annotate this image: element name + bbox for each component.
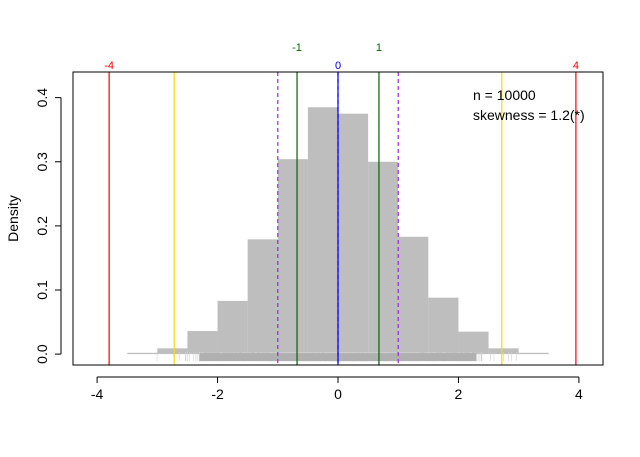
histogram-bar-4: [247, 239, 278, 355]
plot-frame: [72, 71, 604, 366]
histogram-bar-12: [488, 348, 519, 355]
reference-line-label: 4: [573, 60, 579, 72]
histogram-bar-5: [277, 159, 308, 355]
histogram-bar-0: [127, 352, 158, 355]
reference-lines: [108, 72, 577, 365]
x-tick-label: 0: [334, 386, 342, 402]
histogram-bar-1: [157, 348, 188, 355]
x-tick-label: -4: [91, 386, 104, 402]
annotation-text: skewness = 1.2(*): [473, 107, 585, 123]
reference-line-label: -4: [104, 60, 114, 72]
histogram-bar-6: [307, 107, 338, 355]
x-tick-label: 4: [575, 386, 583, 402]
rug-plot: [156, 352, 517, 362]
x-tick-label: -2: [211, 386, 224, 402]
stats-annotations: n = 10000 skewness = 1.2(*): [473, 87, 585, 123]
y-tick-label: 0.1: [34, 280, 50, 300]
histogram-bar-13: [518, 352, 549, 355]
reference-line-label: -1: [292, 42, 302, 54]
y-tick-label: 0.4: [34, 88, 50, 108]
reference-line-labels: -4 4 -1 1 0: [104, 42, 579, 72]
histogram-bar-8: [368, 161, 399, 355]
histogram-bar-2: [187, 331, 218, 355]
histogram-bar-3: [217, 300, 248, 355]
x-tick-label: 2: [455, 386, 463, 402]
y-tick-label: 0.3: [34, 152, 50, 172]
reference-line-label: 0: [335, 60, 341, 72]
histogram-bar-7: [338, 113, 369, 355]
annotation-text: n = 10000: [473, 87, 536, 103]
y-tick-label: 0.2: [34, 216, 50, 236]
y-axis: 0.0 0.1 0.2 0.3 0.4: [34, 88, 62, 364]
reference-line-label: 1: [376, 42, 382, 54]
y-tick-label: 0.0: [34, 344, 50, 364]
x-axis: -4 -2 0 2 4: [91, 376, 583, 402]
histogram-bar-9: [398, 236, 429, 355]
y-axis-label: Density: [5, 195, 21, 242]
histogram-bar-11: [458, 331, 489, 355]
histogram-bars: [127, 107, 549, 355]
histogram-bar-10: [428, 297, 459, 355]
